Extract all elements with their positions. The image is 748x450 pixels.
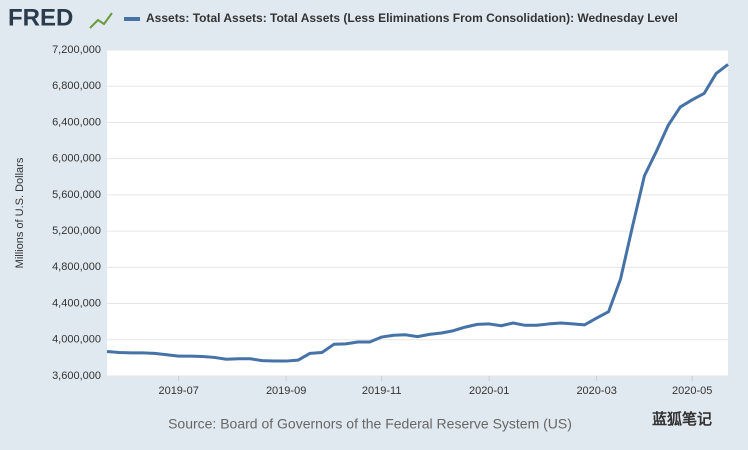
source: Source: Board of Governors of the Federa… [168,416,572,432]
y-tick-label: 5,200,000 [52,225,101,237]
y-tick-label: 6,400,000 [52,116,101,128]
y-tick-label: 3,600,000 [52,370,101,382]
line-series [106,63,729,363]
x-tick-label: 2019-11 [362,385,402,397]
legend-label: Assets: Total Assets: Total Assets (Less… [146,11,678,25]
y-tick-label: 7,200,000 [52,44,101,56]
x-tick-label: 2020-01 [469,385,509,397]
x-tick-label: 2020-05 [672,385,712,397]
y-tick-label: 6,800,000 [52,80,101,92]
plot-area [107,50,728,376]
logo-icon [89,12,113,29]
x-tick-label: 2019-07 [158,385,198,397]
watermark: 蓝狐笔记 [652,410,712,428]
y-tick-label: 4,800,000 [52,261,101,273]
y-tick-label: 4,000,000 [52,334,101,346]
y-tick-label: 5,600,000 [52,189,101,201]
y-axis-label: Millions of U.S. Dollars [14,157,26,268]
x-tick-label: 2019-09 [266,385,306,397]
y-tick-label: 4,400,000 [52,297,101,309]
y-tick-label: 6,000,000 [52,153,101,165]
x-tick-label: 2020-03 [576,385,616,397]
logo: FRED [8,4,73,31]
